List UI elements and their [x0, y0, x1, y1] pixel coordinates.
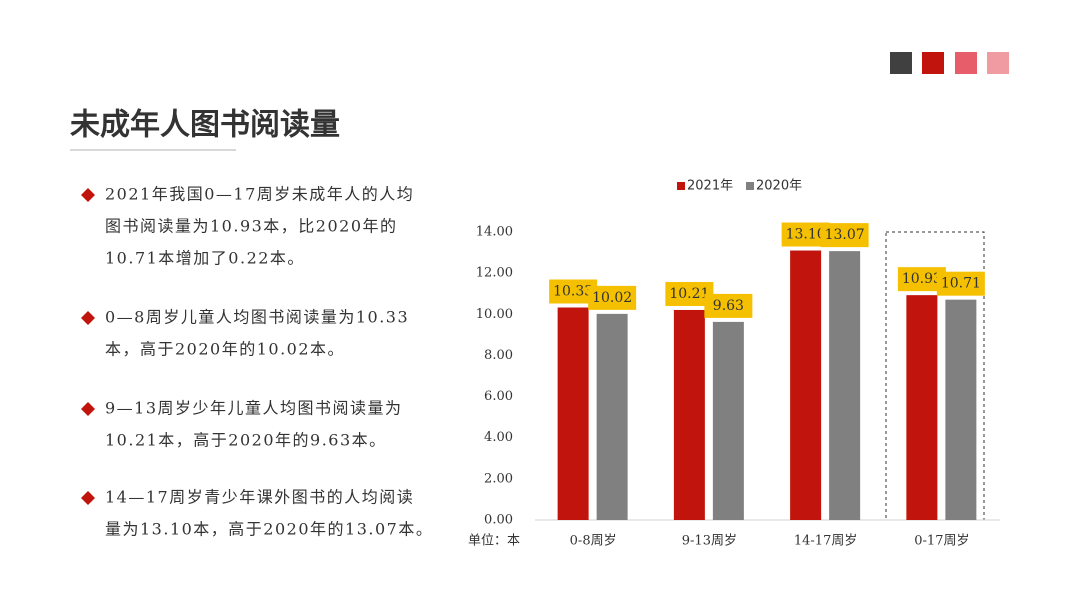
slide-title: 未成年人图书阅读量: [70, 108, 340, 143]
x-tick-label: 0-8周岁: [570, 534, 617, 549]
bar: [945, 299, 977, 520]
x-tick-label: 14-17周岁: [794, 534, 857, 549]
bullet-diamond: [81, 188, 95, 202]
bullet-text: 图书阅读量为10.93本，比2020年的: [105, 217, 398, 236]
bullet-diamond: [81, 491, 95, 505]
y-tick-label: 10.00: [476, 307, 513, 322]
y-tick-label: 4.00: [484, 430, 513, 445]
deco-square: [987, 52, 1009, 74]
bullet-diamond: [81, 311, 95, 325]
unit-label: 单位：本: [468, 534, 520, 549]
bullet-text: 14—17周岁青少年课外图书的人均阅读: [105, 488, 414, 507]
y-tick-label: 0.00: [484, 513, 513, 528]
legend-swatch: [677, 182, 685, 190]
value-label: 10.02: [592, 290, 632, 306]
x-tick-label: 9-13周岁: [682, 534, 737, 549]
bullet-text: 量为13.10本，高于2020年的13.07本。: [105, 520, 433, 539]
y-tick-label: 8.00: [484, 348, 513, 363]
value-label: 10.71: [941, 276, 981, 292]
legend-label: 2021年: [687, 179, 733, 194]
legend-swatch: [746, 182, 754, 190]
value-label: 9.63: [713, 298, 744, 314]
bar: [906, 295, 938, 520]
value-label-box: [588, 285, 637, 310]
bar: [712, 321, 744, 520]
bullet-diamond: [81, 402, 95, 416]
bullet-text: 10.21本，高于2020年的9.63本。: [105, 431, 387, 450]
bar: [596, 313, 628, 520]
bullet-text: 2021年我国0—17周岁未成年人的人均: [105, 185, 414, 204]
bullet-text: 10.71本增加了0.22本。: [105, 249, 305, 268]
bar: [673, 309, 705, 520]
deco-square: [922, 52, 944, 74]
value-label-box: [936, 271, 985, 296]
value-label-box: [820, 223, 869, 248]
deco-square: [955, 52, 977, 74]
value-label: 10.21: [669, 286, 709, 302]
deco-square: [890, 52, 912, 74]
x-tick-label: 0-17周岁: [914, 534, 969, 549]
value-label: 10.93: [902, 271, 942, 287]
bullet-text: 9—13周岁少年儿童人均图书阅读量为: [105, 399, 403, 418]
y-tick-label: 12.00: [476, 266, 513, 281]
y-tick-label: 6.00: [484, 389, 513, 404]
value-label: 13.10: [786, 227, 826, 243]
value-label: 13.07: [825, 227, 865, 243]
bar: [829, 251, 861, 521]
bar: [557, 307, 589, 520]
value-label: 10.33: [553, 283, 593, 299]
legend-label: 2020年: [756, 179, 802, 194]
bullet-text: 0—8周岁儿童人均图书阅读量为10.33: [105, 308, 409, 327]
value-label-box: [704, 293, 753, 318]
bullet-text: 本，高于2020年的10.02本。: [105, 340, 345, 359]
bar: [790, 250, 822, 520]
y-tick-label: 14.00: [476, 225, 513, 240]
y-tick-label: 2.00: [484, 471, 513, 486]
